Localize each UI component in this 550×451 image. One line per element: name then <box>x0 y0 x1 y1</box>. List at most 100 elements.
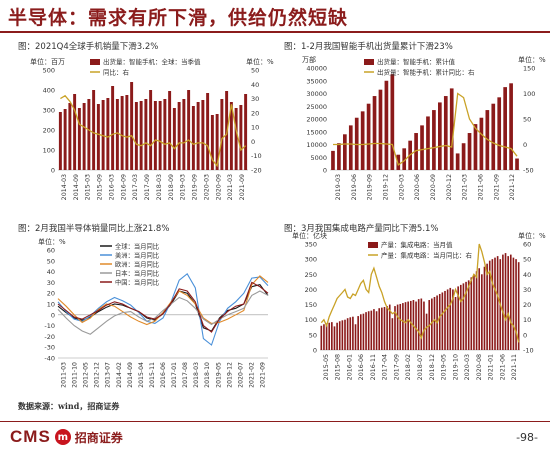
y2-tick-label: 50 <box>251 67 259 75</box>
x-tick-label: 2020-09 <box>215 174 222 200</box>
y2-tick-label: 50 <box>523 256 531 264</box>
x-tick-label: 2021-01 <box>488 354 495 380</box>
bar <box>415 301 417 350</box>
y2-tick-label: 10 <box>251 124 259 132</box>
y2-tick-label: 0 <box>523 141 527 149</box>
bar <box>396 304 399 350</box>
y-tick-label: 60 <box>47 247 55 255</box>
bar <box>182 99 186 170</box>
series-line <box>57 281 269 333</box>
x-tick-label: 2014-09 <box>127 362 134 388</box>
x-tick-label: 2020-12 <box>446 174 453 200</box>
x-tick-label: 2021-06 <box>499 354 506 380</box>
bar <box>494 257 496 350</box>
bar <box>366 103 371 170</box>
x-tick-label: 2017-09 <box>393 354 400 380</box>
chart-ic-output: 单位：亿块 单位：% 0 50 100 150 200 250 300 350 -10 0 10 20 30… <box>292 231 546 380</box>
bar <box>404 302 407 350</box>
y-tick-label: -40 <box>44 355 55 363</box>
bar <box>443 96 448 170</box>
y2-tick-label: 50 <box>523 116 531 124</box>
x-tick-label: 2019-05 <box>215 362 222 388</box>
legend-swatch-bar <box>364 59 374 65</box>
y2-tick-label: 40 <box>251 81 259 89</box>
bar <box>414 133 418 170</box>
chart-semiconductor-sales-yoy: 单位：% -40 -30 -20 -10 0 10 20 30 40 50 60 2011-03 2011… <box>38 237 269 388</box>
legend-label: 出货量：智能手机：累计同比：右 <box>377 68 475 77</box>
bar <box>504 253 507 350</box>
bar <box>454 297 457 350</box>
logo-mark-icon: m <box>54 429 71 445</box>
bar <box>120 96 124 170</box>
bar <box>438 102 442 170</box>
bar <box>359 314 362 350</box>
bar <box>323 324 325 350</box>
bar <box>515 158 519 170</box>
bar <box>402 148 407 170</box>
chart-china-phone-shipments: 万部 单位：% 0 5000 10000 15000 20000 25000 30000 3500… <box>302 55 546 200</box>
bar <box>509 83 513 170</box>
x-tick-label: 2017-01 <box>171 362 178 388</box>
bar <box>444 290 446 350</box>
bar <box>163 99 167 170</box>
bar <box>352 316 354 350</box>
legend-swatch-bar <box>90 59 100 65</box>
legend-label: 美洲：当月同比 <box>115 251 159 260</box>
x-tick-label: 2019-10 <box>452 354 459 380</box>
y-tick-label: 200 <box>43 127 55 135</box>
bar <box>491 259 494 350</box>
bar <box>503 87 507 170</box>
x-tick-label: 2020-08 <box>476 354 483 380</box>
y-tick-label: 300 <box>43 107 55 115</box>
series-line <box>320 243 520 343</box>
y-tick-label: 300 <box>305 256 317 264</box>
bar <box>394 306 396 350</box>
bar <box>210 115 214 170</box>
bar <box>396 154 401 170</box>
bar <box>87 99 91 170</box>
bar <box>344 319 346 350</box>
bar <box>201 100 205 170</box>
x-tick-label: 2016-03 <box>108 174 115 200</box>
y-tick-label: 100 <box>305 316 317 324</box>
series-line <box>333 92 518 166</box>
bar <box>139 101 143 170</box>
bar <box>63 109 67 170</box>
x-tick-label: 2015-04 <box>138 362 145 388</box>
bar <box>425 313 428 350</box>
y-tick-label: -20 <box>44 333 55 341</box>
bar <box>441 292 444 350</box>
bar <box>82 103 86 170</box>
bar <box>438 293 441 350</box>
x-tick-label: 2014-02 <box>116 362 123 388</box>
y2-tick-label: -10 <box>523 347 534 355</box>
bar <box>409 300 412 350</box>
bar <box>206 93 210 170</box>
bar <box>177 102 181 170</box>
y-tick-label: 0 <box>51 311 55 319</box>
bar <box>111 86 115 170</box>
x-tick-label: 2018-02 <box>405 354 412 380</box>
bar <box>388 304 391 350</box>
bar <box>365 312 367 350</box>
x-tick-label: 2021-03 <box>227 174 234 200</box>
legend-swatch-bar <box>368 242 378 248</box>
bar <box>455 153 460 170</box>
y-tick-label: 5000 <box>310 154 327 162</box>
x-tick-label: 2015-09 <box>97 174 104 200</box>
bar <box>346 318 349 350</box>
bar <box>367 311 370 350</box>
bar <box>488 260 491 350</box>
x-tick-label: 2019-12 <box>226 362 233 388</box>
bar <box>473 124 478 170</box>
chart-panel-china-phone: 图：1-2月我国智能手机出货量累计下滑23% 万部 单位：% 0 5000 10000 1… <box>284 40 546 205</box>
legend-label: 产量：集成电路：当月同比：右 <box>381 251 473 260</box>
legend-label: 全球：当月同比 <box>115 242 159 251</box>
bar <box>362 313 365 350</box>
bar <box>349 317 352 350</box>
bar <box>378 89 383 170</box>
x-tick-label: 2020-03 <box>203 174 210 200</box>
bar <box>473 274 475 350</box>
y-tick-label: 200 <box>305 286 317 294</box>
y2-tick-label: -50 <box>523 167 534 175</box>
